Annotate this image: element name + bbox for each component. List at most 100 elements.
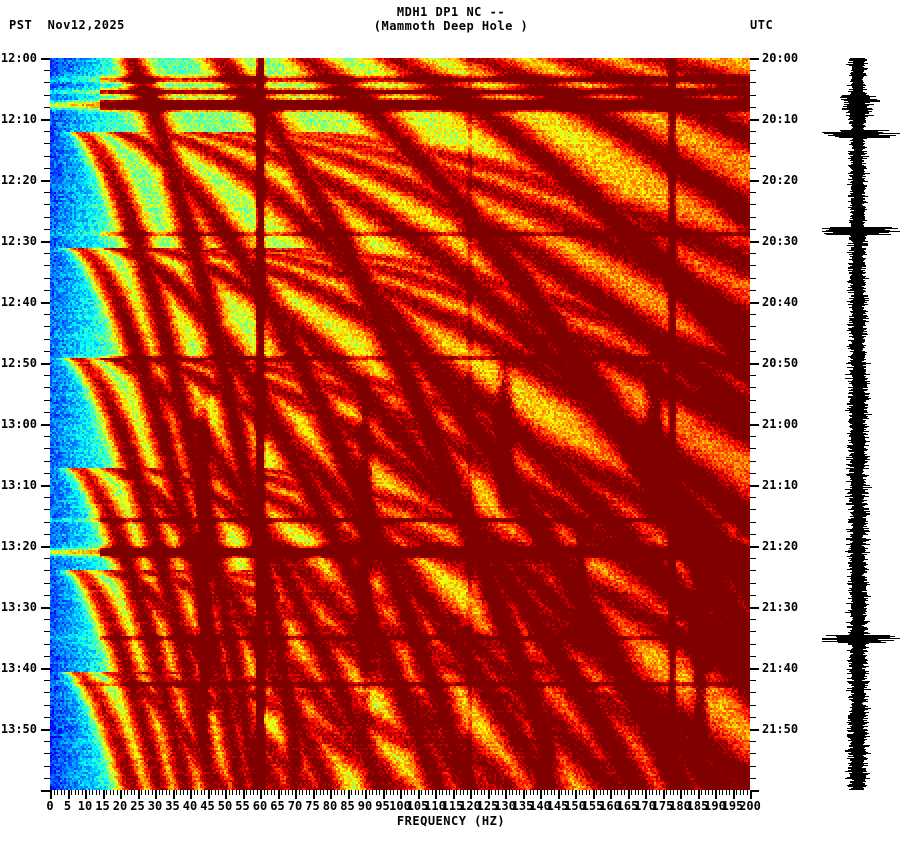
time-tick-minor (44, 777, 50, 779)
time-tick-minor (44, 350, 50, 352)
time-tick-minor (750, 692, 756, 694)
freq-label: 25 (130, 799, 145, 813)
time-label-left: 13:20 (0, 539, 37, 553)
time-tick-minor (750, 521, 756, 523)
freq-tick-minor (438, 790, 440, 795)
freq-tick-major (732, 790, 735, 799)
freq-tick-minor (655, 790, 657, 795)
freq-tick-minor (477, 790, 478, 795)
time-label-left: 12:20 (0, 173, 37, 187)
freq-label: 5 (63, 799, 72, 813)
timezone-right-label: UTC (750, 18, 774, 32)
freq-tick-minor (246, 790, 247, 795)
freq-tick-major (277, 790, 280, 799)
freq-tick-major (662, 790, 665, 799)
freq-tick-major (172, 790, 175, 799)
freq-tick-minor (599, 790, 601, 795)
freq-tick-major (505, 790, 507, 799)
time-tick-minor (44, 497, 50, 499)
time-tick-minor (44, 582, 50, 584)
freq-tick-minor (162, 790, 163, 795)
freq-tick-minor (99, 790, 100, 795)
timezone-left-label: PST (9, 18, 33, 32)
freq-tick-minor (267, 790, 268, 795)
freq-tick-minor (298, 790, 300, 795)
time-tick-minor (44, 192, 50, 194)
freq-tick-minor (473, 790, 475, 795)
freq-tick-major (697, 790, 700, 799)
freq-tick-minor (494, 790, 496, 795)
time-axis-left (41, 58, 50, 792)
freq-tick-major (190, 790, 192, 799)
freq-tick-major (260, 790, 262, 799)
freq-label: 60 (252, 799, 268, 813)
freq-tick-major (750, 790, 752, 799)
spectrogram-plot[interactable] (50, 58, 750, 790)
freq-tick-minor (291, 790, 293, 795)
time-label-right: 21:10 (762, 478, 799, 492)
time-tick-minor (750, 326, 756, 328)
freq-tick-minor (81, 790, 83, 795)
time-tick-minor (750, 509, 756, 511)
freq-tick-minor (687, 790, 688, 795)
time-tick-major (750, 546, 759, 548)
freq-tick-major (382, 790, 385, 799)
freq-tick-minor (634, 790, 636, 795)
freq-tick-major (680, 790, 682, 799)
freq-tick-minor (638, 790, 639, 795)
time-tick-major (750, 424, 759, 426)
freq-tick-major (575, 790, 577, 799)
date-label: Nov12,2025 (47, 18, 125, 32)
time-tick-minor (44, 472, 50, 474)
freq-tick-minor (263, 790, 265, 795)
time-tick-major (750, 58, 759, 60)
freq-tick-minor (71, 790, 72, 795)
time-label-left: 12:50 (0, 356, 37, 370)
time-tick-minor (44, 82, 50, 84)
time-tick-minor (44, 411, 50, 413)
freq-tick-major (155, 790, 157, 799)
freq-tick-minor (151, 790, 153, 795)
freq-tick-minor (141, 790, 142, 795)
freq-tick-minor (323, 790, 324, 795)
freq-tick-minor (445, 790, 447, 795)
freq-label: 40 (182, 799, 198, 813)
freq-label: 50 (217, 799, 233, 813)
freq-tick-major (330, 790, 332, 799)
freq-tick-minor (351, 790, 352, 795)
freq-tick-minor (739, 790, 741, 795)
time-tick-minor (750, 350, 756, 352)
time-label-left: 13:30 (0, 600, 37, 614)
freq-tick-major (365, 790, 367, 799)
freq-tick-minor (683, 790, 685, 795)
freq-tick-minor (393, 790, 394, 795)
freq-tick-minor (214, 790, 216, 795)
freq-tick-minor (375, 790, 377, 795)
freq-tick-minor (529, 790, 531, 795)
freq-tick-minor (235, 790, 237, 795)
freq-tick-minor (456, 790, 457, 795)
freq-label: 110 (424, 799, 446, 813)
time-label-right: 20:40 (762, 295, 799, 309)
freq-tick-major (67, 790, 70, 799)
freq-tick-minor (281, 790, 282, 795)
freq-tick-minor (459, 790, 461, 795)
freq-tick-minor (606, 790, 608, 795)
seismogram-panel[interactable] (822, 58, 902, 790)
freq-tick-minor (424, 790, 426, 795)
freq-tick-minor (274, 790, 275, 795)
freq-label: 165 (616, 799, 639, 813)
freq-tick-minor (484, 790, 485, 795)
freq-label: 175 (651, 799, 674, 813)
freq-label: 55 (235, 799, 250, 813)
freq-tick-minor (239, 790, 240, 795)
time-tick-minor (750, 631, 756, 633)
time-tick-major (750, 180, 759, 182)
freq-tick-minor (589, 790, 590, 795)
freq-tick-minor (183, 790, 184, 795)
freq-tick-minor (305, 790, 307, 795)
freq-tick-minor (669, 790, 671, 795)
time-tick-minor (44, 265, 50, 267)
freq-label: 200 (739, 799, 761, 813)
freq-label: 0 (46, 799, 54, 813)
